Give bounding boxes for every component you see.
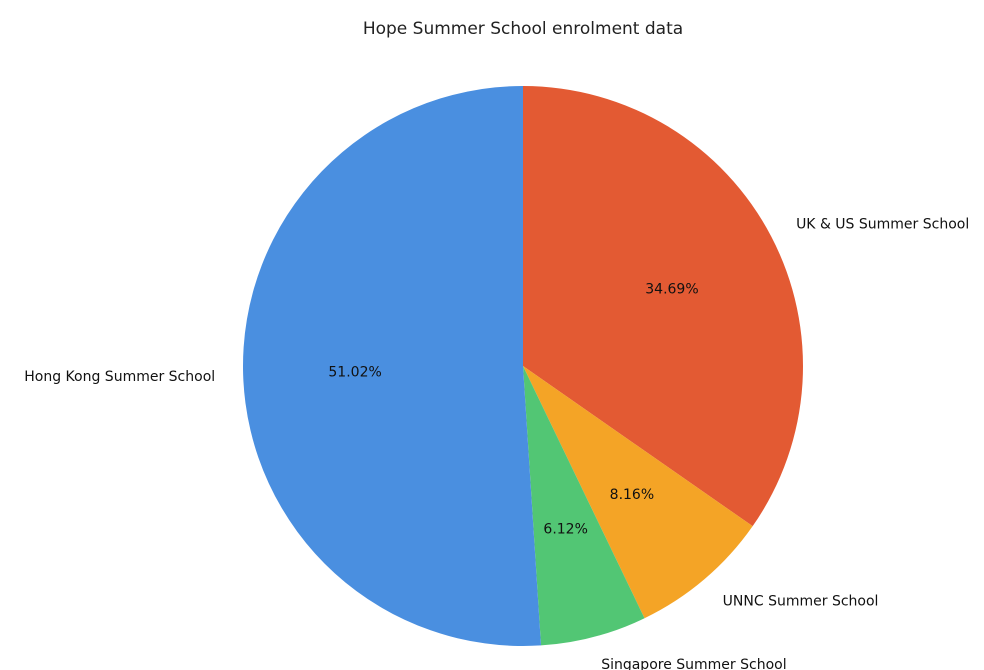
category-label-hong-kong-summer-school: Hong Kong Summer School: [24, 369, 215, 385]
pct-label-uk-us-summer-school: 34.69%: [645, 281, 698, 297]
pct-label-singapore-summer-school: 6.12%: [543, 521, 587, 537]
category-label-singapore-summer-school: Singapore Summer School: [601, 657, 786, 670]
slice-hong-kong-summer-school: [243, 86, 542, 646]
chart-title: Hope Summer School enrolment data: [363, 19, 683, 39]
slice-uk-us-summer-school: [523, 86, 803, 527]
category-label-uk-us-summer-school: UK & US Summer School: [796, 217, 969, 233]
slice-unnc-summer-school: [523, 366, 753, 619]
pct-label-unnc-summer-school: 8.16%: [610, 487, 654, 503]
pie-labels: 34.69% UK & US Summer School 8.16% UNNC Sum…: [24, 217, 969, 670]
category-label-unnc-summer-school: UNNC Summer School: [723, 594, 879, 610]
pct-label-hong-kong-summer-school: 51.02%: [328, 364, 381, 380]
pie-slices: [243, 86, 803, 646]
slice-singapore-summer-school: [523, 366, 645, 646]
